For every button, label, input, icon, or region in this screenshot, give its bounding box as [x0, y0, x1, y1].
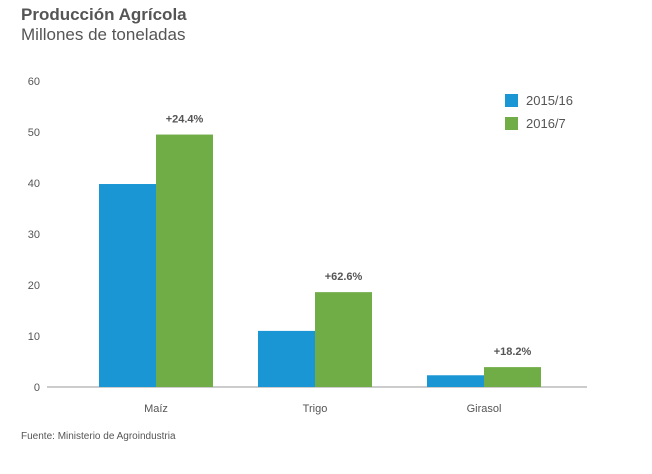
bar-trigo-series-1: [258, 330, 315, 387]
y-tick-label: 30: [28, 229, 40, 241]
bar-trigo-series-2: [315, 292, 372, 387]
y-tick-label: 50: [28, 127, 40, 139]
x-tick-label: Girasol: [467, 403, 502, 415]
bar-girasol-series-2: [484, 367, 541, 387]
legend-label: 2016/7: [526, 116, 566, 131]
legend: 2015/16 2016/7: [505, 93, 573, 131]
bars: [99, 134, 541, 387]
y-tick-label: 0: [34, 382, 40, 394]
x-tick-label: Trigo: [303, 403, 328, 415]
source-note: Fuente: Ministerio de Agroindustria: [21, 431, 176, 442]
y-tick-label: 60: [28, 76, 40, 88]
y-tick-label: 40: [28, 178, 40, 190]
x-tick-label: Maíz: [144, 403, 168, 415]
bar-maíz-series-2: [156, 134, 213, 387]
y-tick-label: 10: [28, 331, 40, 343]
chart-subtitle: Millones de toneladas: [21, 25, 186, 44]
chart-title: Producción Agrícola: [21, 5, 187, 24]
bar-girasol-series-1: [427, 375, 484, 387]
legend-swatch: [505, 117, 518, 130]
x-axis: Maíz Trigo Girasol: [144, 403, 501, 415]
y-tick-label: 20: [28, 280, 40, 292]
change-annotation: +62.6%: [325, 271, 363, 283]
annotations: +24.4% +62.6% +18.2%: [166, 114, 532, 359]
change-annotation: +24.4%: [166, 114, 204, 126]
legend-label: 2015/16: [526, 93, 573, 108]
change-annotation: +18.2%: [494, 346, 532, 358]
bar-maíz-series-1: [99, 184, 156, 387]
legend-swatch: [505, 94, 518, 107]
